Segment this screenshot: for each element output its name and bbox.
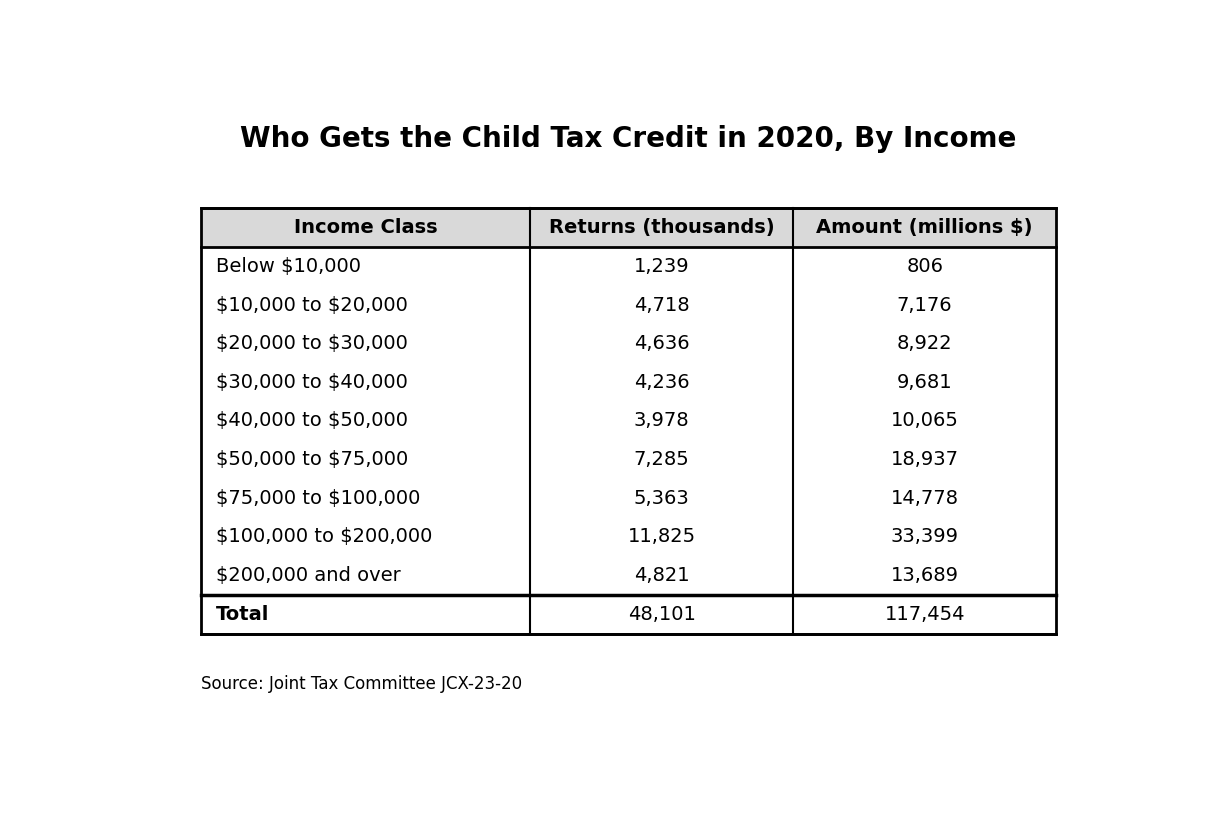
Text: 4,236: 4,236 [634,373,689,392]
Text: 1,239: 1,239 [634,257,689,276]
Text: 10,065: 10,065 [891,411,959,430]
Text: Who Gets the Child Tax Credit in 2020, By Income: Who Gets the Child Tax Credit in 2020, B… [240,125,1016,153]
Text: $20,000 to $30,000: $20,000 to $30,000 [216,335,408,353]
Text: Returns (thousands): Returns (thousands) [549,218,775,237]
Text: $100,000 to $200,000: $100,000 to $200,000 [216,528,433,546]
Text: 4,821: 4,821 [634,566,689,585]
Text: Source: Joint Tax Committee JCX-23-20: Source: Joint Tax Committee JCX-23-20 [201,675,522,693]
Text: 4,636: 4,636 [634,335,689,353]
Text: 14,778: 14,778 [890,489,959,508]
Bar [201,209,1056,247]
Text: $75,000 to $100,000: $75,000 to $100,000 [216,489,421,508]
Text: $50,000 to $75,000: $50,000 to $75,000 [216,450,408,469]
Text: Below $10,000: Below $10,000 [216,257,362,276]
Text: $200,000 and over: $200,000 and over [216,566,401,585]
Text: Income Class: Income Class [293,218,438,237]
Text: 11,825: 11,825 [628,528,695,546]
Text: 9,681: 9,681 [896,373,953,392]
Text: Amount (millions $): Amount (millions $) [817,218,1032,237]
Text: 7,285: 7,285 [634,450,689,469]
Text: 48,101: 48,101 [628,605,695,623]
Text: $30,000 to $40,000: $30,000 to $40,000 [216,373,408,392]
Text: 7,176: 7,176 [896,295,953,314]
Text: 3,978: 3,978 [634,411,689,430]
Text: Total: Total [216,605,270,623]
Text: 13,689: 13,689 [890,566,959,585]
Text: 18,937: 18,937 [890,450,959,469]
Text: 8,922: 8,922 [896,335,953,353]
Text: 806: 806 [906,257,943,276]
Text: 4,718: 4,718 [634,295,689,314]
Text: $10,000 to $20,000: $10,000 to $20,000 [216,295,408,314]
Text: 117,454: 117,454 [884,605,965,623]
Bar [201,209,1056,633]
Text: 33,399: 33,399 [890,528,959,546]
Text: 5,363: 5,363 [634,489,689,508]
Text: $40,000 to $50,000: $40,000 to $50,000 [216,411,408,430]
